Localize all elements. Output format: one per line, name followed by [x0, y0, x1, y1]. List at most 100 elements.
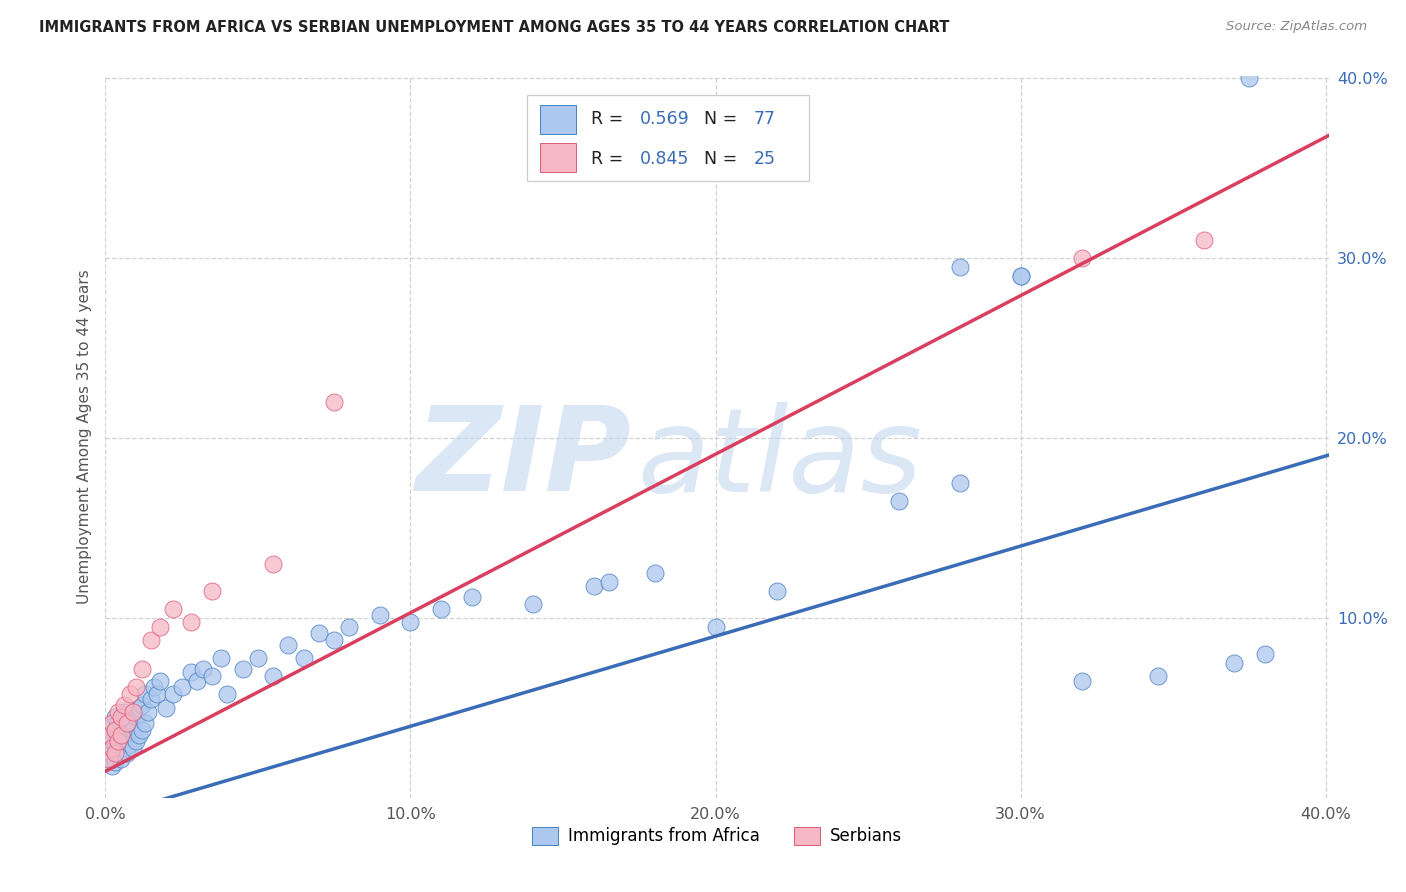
Point — [149, 620, 172, 634]
Point — [186, 674, 208, 689]
Point — [112, 698, 135, 712]
FancyBboxPatch shape — [527, 95, 808, 180]
Text: atlas: atlas — [637, 401, 922, 516]
Point — [308, 625, 330, 640]
Point — [125, 680, 148, 694]
Point — [246, 650, 269, 665]
Point — [131, 662, 153, 676]
Point — [112, 740, 135, 755]
Point — [277, 638, 299, 652]
Point — [107, 705, 129, 719]
Text: ZIP: ZIP — [415, 401, 631, 516]
Point — [201, 669, 224, 683]
Point — [582, 579, 605, 593]
Point — [522, 597, 544, 611]
Point — [104, 710, 127, 724]
Point — [704, 620, 727, 634]
Point — [430, 602, 453, 616]
Point — [115, 747, 138, 761]
Point — [136, 705, 159, 719]
Point — [104, 723, 127, 737]
Point — [131, 698, 153, 712]
Point — [339, 620, 361, 634]
Point — [887, 494, 910, 508]
Point — [155, 701, 177, 715]
Point — [100, 733, 122, 747]
Point — [97, 752, 120, 766]
Point — [100, 747, 122, 761]
Point — [948, 476, 970, 491]
Point — [100, 719, 122, 733]
Bar — [540, 143, 576, 172]
Point — [1192, 233, 1215, 247]
Point — [131, 723, 153, 737]
Point — [97, 728, 120, 742]
Point — [110, 710, 132, 724]
Point — [1070, 251, 1092, 265]
Point — [368, 607, 391, 622]
Point — [107, 733, 129, 747]
Point — [180, 665, 202, 680]
Point — [141, 692, 163, 706]
Point — [598, 575, 620, 590]
Point — [323, 395, 346, 409]
Text: R =: R = — [591, 111, 628, 128]
Point — [100, 759, 122, 773]
Point — [149, 674, 172, 689]
Point — [112, 705, 135, 719]
Point — [1010, 268, 1032, 283]
Point — [115, 715, 138, 730]
Point — [232, 662, 254, 676]
Point — [122, 740, 145, 755]
Point — [115, 715, 138, 730]
Point — [100, 740, 122, 755]
Point — [1239, 70, 1261, 85]
Text: R =: R = — [591, 150, 628, 168]
Point — [110, 733, 132, 747]
Text: N =: N = — [703, 150, 742, 168]
Point — [107, 747, 129, 761]
Point — [180, 615, 202, 629]
Point — [104, 747, 127, 761]
Point — [100, 715, 122, 730]
Point — [162, 687, 184, 701]
Point — [146, 687, 169, 701]
Point — [118, 737, 141, 751]
Point — [112, 723, 135, 737]
Legend: Immigrants from Africa, Serbians: Immigrants from Africa, Serbians — [523, 818, 911, 854]
Point — [134, 715, 156, 730]
Text: 0.845: 0.845 — [640, 150, 689, 168]
Point — [399, 615, 422, 629]
Point — [97, 752, 120, 766]
Point — [128, 728, 150, 742]
Point — [118, 715, 141, 730]
Point — [104, 737, 127, 751]
Text: IMMIGRANTS FROM AFRICA VS SERBIAN UNEMPLOYMENT AMONG AGES 35 TO 44 YEARS CORRELA: IMMIGRANTS FROM AFRICA VS SERBIAN UNEMPL… — [39, 20, 949, 35]
Point — [209, 650, 232, 665]
Point — [141, 632, 163, 647]
Point — [134, 687, 156, 701]
Point — [118, 687, 141, 701]
Point — [107, 715, 129, 730]
Text: N =: N = — [703, 111, 742, 128]
Point — [97, 740, 120, 755]
Point — [170, 680, 193, 694]
Point — [125, 710, 148, 724]
Point — [323, 632, 346, 647]
Point — [128, 701, 150, 715]
Point — [1010, 268, 1032, 283]
Text: 77: 77 — [754, 111, 776, 128]
Bar — [540, 104, 576, 134]
Text: Source: ZipAtlas.com: Source: ZipAtlas.com — [1226, 20, 1367, 33]
Text: 25: 25 — [754, 150, 776, 168]
Point — [1223, 657, 1246, 671]
Point — [1147, 669, 1170, 683]
Point — [143, 680, 166, 694]
Point — [162, 602, 184, 616]
Point — [191, 662, 214, 676]
Point — [107, 728, 129, 742]
Point — [110, 728, 132, 742]
Point — [104, 723, 127, 737]
Y-axis label: Unemployment Among Ages 35 to 44 years: Unemployment Among Ages 35 to 44 years — [76, 269, 91, 605]
Point — [1253, 647, 1275, 661]
